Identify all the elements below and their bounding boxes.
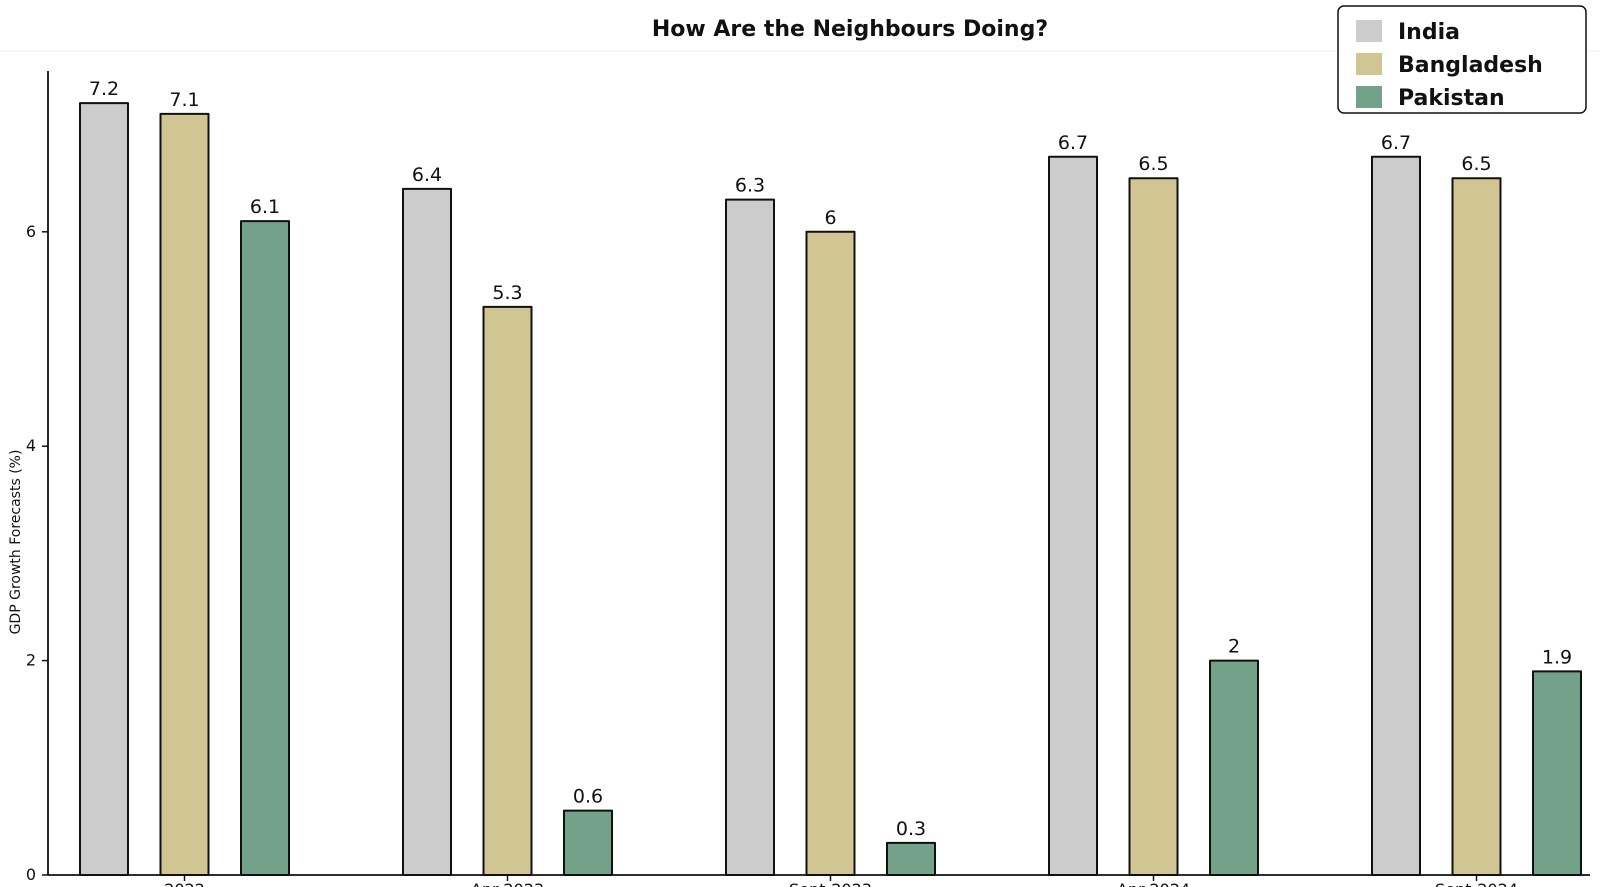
data-label: 0.6 (573, 786, 603, 808)
data-label: 6.4 (412, 164, 442, 186)
data-label: 6.7 (1058, 132, 1088, 154)
bar-pakistan-4 (1532, 670, 1582, 876)
data-label: 6.1 (250, 196, 280, 218)
bar-pakistan-1 (563, 809, 613, 876)
x-tick-label: Sept-2023 (789, 880, 872, 887)
data-label: 6.5 (1138, 153, 1168, 175)
x-tick-label: 2022 (164, 880, 205, 887)
bar-bangladesh-3 (1128, 177, 1179, 876)
chart-title: How Are the Neighbours Doing? (652, 17, 1048, 42)
bar-bangladesh-0 (159, 112, 210, 876)
legend: India Bangladesh Pakistan (1337, 5, 1587, 114)
bar-bangladesh-1 (482, 305, 533, 876)
legend-swatch-bangladesh (1356, 53, 1382, 75)
x-tick-label: Apr-2024 (1117, 880, 1190, 887)
data-label: 6.7 (1381, 132, 1411, 154)
data-label: 1.9 (1542, 646, 1572, 668)
bar-pakistan-2 (886, 841, 936, 877)
y-axis-label: GDP Growth Forecasts (%) (8, 450, 24, 635)
bar-india-3 (1048, 155, 1098, 876)
legend-label-bangladesh: Bangladesh (1398, 53, 1543, 78)
legend-swatch-pakistan (1356, 86, 1382, 108)
data-label: 6 (824, 207, 836, 229)
data-label: 0.3 (896, 818, 926, 840)
y-tick-label: 6 (26, 222, 36, 241)
bar-bangladesh-4 (1451, 177, 1502, 876)
bar-india-1 (402, 187, 452, 877)
bar-india-0 (79, 102, 129, 877)
legend-label-india: India (1398, 20, 1460, 45)
bar-india-4 (1371, 155, 1421, 876)
bar-bangladesh-2 (805, 230, 856, 877)
bar-pakistan-0 (240, 220, 290, 876)
data-label: 2 (1228, 636, 1240, 658)
y-tick-label: 4 (26, 436, 36, 455)
legend-swatch-india (1356, 20, 1382, 42)
data-label: 5.3 (492, 282, 522, 304)
y-tick-label: 2 (26, 651, 36, 670)
bar-pakistan-3 (1209, 659, 1259, 876)
data-label: 7.1 (169, 89, 199, 111)
legend-box (1337, 5, 1587, 114)
x-tick-label: Sept-2024 (1435, 880, 1518, 887)
y-tick-label: 0 (26, 865, 36, 884)
data-label: 7.2 (89, 78, 119, 100)
x-tick-label: Apr-2023 (471, 880, 544, 887)
legend-label-pakistan: Pakistan (1398, 86, 1505, 111)
data-label: 6.3 (735, 175, 765, 197)
bar-india-2 (725, 198, 775, 876)
plot-area: 0 2 4 6 7.2 7.1 6.1 2022 6.4 5.3 0.6 Apr-2023 6.3 6 0.… (26, 71, 1590, 887)
data-label: 6.5 (1461, 153, 1491, 175)
